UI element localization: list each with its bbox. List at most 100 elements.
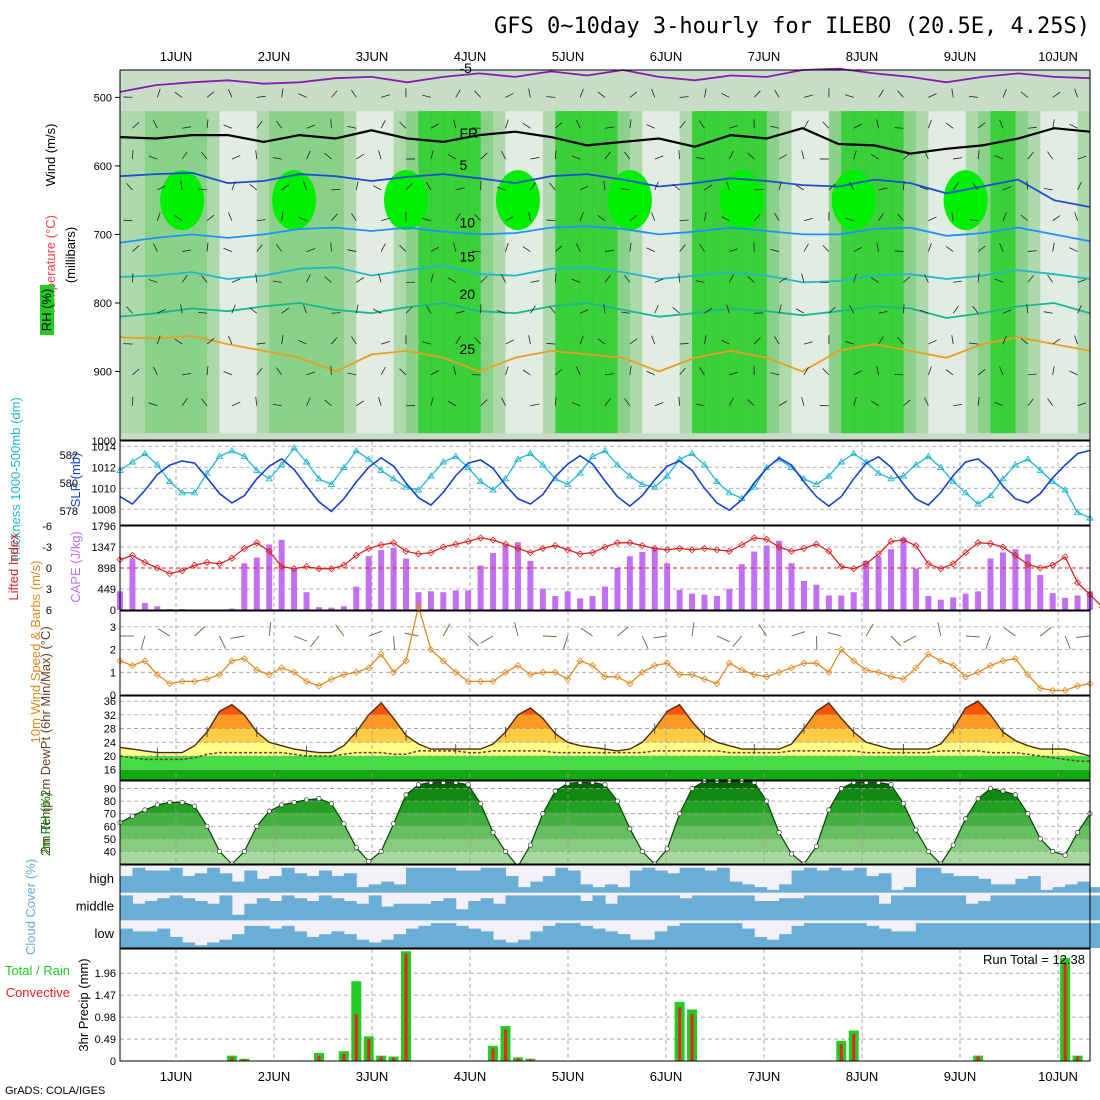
wind-barb <box>726 304 730 314</box>
cloud-cell <box>928 895 942 921</box>
thickness-marker <box>825 472 833 479</box>
cloud-cell <box>443 867 457 893</box>
wind-marker <box>638 668 646 676</box>
wind-barb <box>331 337 338 345</box>
rh-marker <box>764 798 770 804</box>
isotherm-line <box>119 171 1091 208</box>
rh-marker <box>1000 788 1006 794</box>
wind-barb <box>672 307 680 314</box>
wind-barb <box>182 372 192 376</box>
panel-frame <box>119 695 1091 781</box>
cloud-cell <box>679 923 693 948</box>
wind-barb <box>729 274 734 283</box>
cloud-cell <box>940 895 954 921</box>
wind-marker <box>215 671 224 679</box>
wind-marker <box>564 675 572 683</box>
wind-barb <box>1027 151 1034 160</box>
thickness-marker <box>153 460 162 468</box>
cloud-cell <box>754 887 768 893</box>
cape-bar <box>141 602 148 610</box>
date-label: 6JUN <box>650 1069 683 1084</box>
cape-bar <box>527 560 534 610</box>
rh-column <box>654 111 668 434</box>
wind-barb-10m <box>1003 627 1016 637</box>
li-marker <box>551 542 559 550</box>
panel-bg <box>120 441 1090 525</box>
li-marker <box>899 536 908 544</box>
wind-marker <box>501 668 510 676</box>
wind-marker <box>588 661 597 670</box>
wind-barb-10m <box>965 635 980 638</box>
wind-barb-10m <box>890 635 902 647</box>
wind-barb <box>801 396 805 406</box>
rh-column <box>306 111 320 434</box>
cloud-cell <box>1065 895 1079 921</box>
li-marker <box>1011 551 1019 559</box>
wind-marker <box>613 673 622 681</box>
wind-barb <box>549 182 556 191</box>
wind-barb-10m <box>865 623 874 637</box>
wind-speed-line <box>119 603 1091 692</box>
wind-barb <box>844 217 854 222</box>
date-label: 4JUN <box>454 49 487 64</box>
rh-column <box>940 111 954 434</box>
wind-barb <box>945 369 954 376</box>
wind-barb <box>331 90 338 98</box>
cloud-cell <box>331 876 345 893</box>
cloud-cell <box>182 876 196 893</box>
wind-marker <box>850 657 858 665</box>
wind-barb <box>679 367 686 376</box>
wind-barb <box>223 247 233 252</box>
cloud-cell <box>779 898 793 921</box>
wind-barb <box>455 89 461 98</box>
wind-barb <box>927 119 932 129</box>
wind-barb <box>405 306 413 314</box>
wind-barb <box>969 342 979 345</box>
cloud-cover-label: Cloud Cover (%) <box>23 859 38 955</box>
cloud-cell <box>679 898 693 921</box>
rh-marker <box>502 848 509 854</box>
wind-barb <box>126 182 133 191</box>
cloud-cell <box>1065 884 1079 893</box>
wind-barb <box>306 274 311 283</box>
wind-barb <box>554 396 557 406</box>
wind-barb <box>331 312 341 314</box>
cape-bar <box>664 563 671 610</box>
wind-barb <box>897 213 904 222</box>
wind-barb <box>1027 126 1037 129</box>
wind-barb-10m <box>791 631 805 637</box>
wind-barb <box>828 183 836 191</box>
wind-barb <box>629 215 638 222</box>
wind-barb <box>156 88 161 98</box>
thickness-marker <box>576 469 584 476</box>
wind-barb <box>629 365 632 375</box>
cape-bar <box>465 590 472 610</box>
wind-barb-10m <box>157 628 170 637</box>
wind-barb <box>126 306 133 314</box>
rh-column <box>418 111 432 434</box>
wind-barb <box>603 180 606 190</box>
wind-barb <box>721 216 730 222</box>
thickness-marker <box>936 463 945 471</box>
li-tick: 0 <box>46 563 52 575</box>
wind-barb <box>919 309 929 314</box>
wind-barb <box>153 366 158 376</box>
cloud-cell <box>430 923 444 948</box>
cloud-cell <box>244 925 258 948</box>
wind-barb <box>894 127 904 129</box>
cloud-cell <box>530 895 544 921</box>
wind-barb <box>223 124 233 129</box>
cloud-cell <box>841 923 855 948</box>
wind-barb <box>373 308 382 314</box>
wind-barb <box>678 150 681 160</box>
wind-barb <box>597 338 606 345</box>
rh-marker <box>888 782 894 788</box>
cloud-cell <box>368 884 382 893</box>
cloud-cell <box>269 928 283 948</box>
thickness-tick: 580 <box>60 478 78 490</box>
wind-barb <box>770 372 780 376</box>
isotherm-line <box>119 127 1091 155</box>
li-marker <box>514 544 522 552</box>
cloud-cell <box>729 881 743 893</box>
